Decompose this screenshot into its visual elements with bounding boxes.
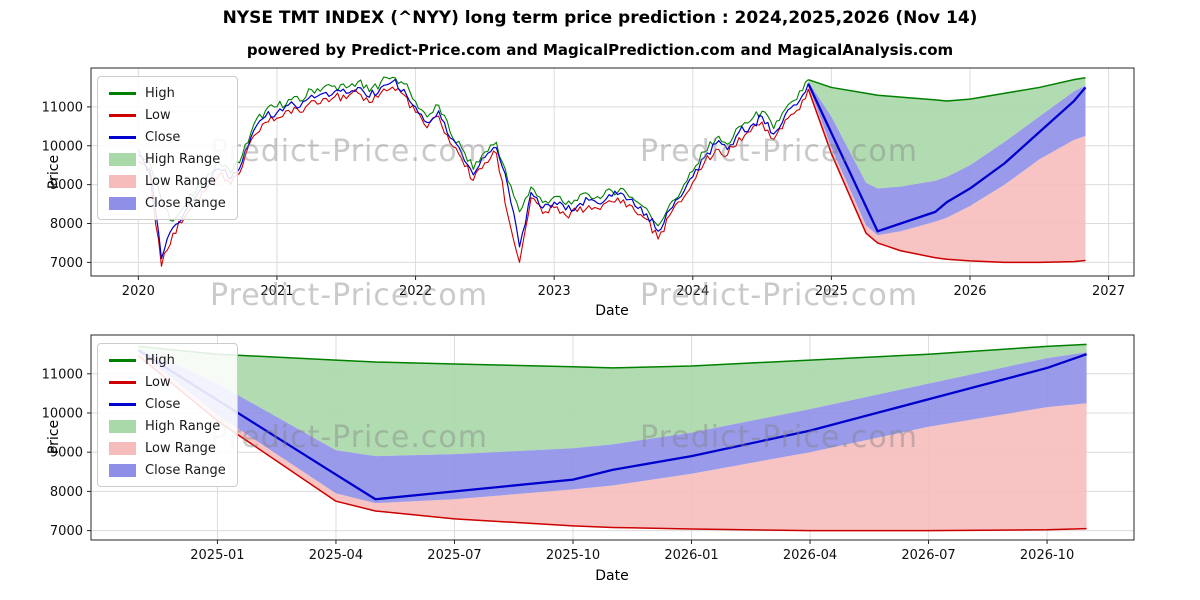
legend-label-close: Close — [145, 396, 181, 412]
y-tick-label: 7000 — [50, 524, 83, 539]
watermark-text: Predict-Price.com — [640, 420, 918, 455]
y-tick-label: 8000 — [50, 485, 83, 500]
y-tick-label: 9000 — [50, 178, 83, 193]
legend-label-high-range: High Range — [145, 418, 221, 434]
y-tick-label: 11000 — [42, 100, 83, 115]
low-range-swatch — [109, 174, 136, 188]
x-tick-label: 2025 — [815, 284, 848, 299]
x-tick-label: 2025-10 — [546, 548, 600, 563]
legend-label-low: Low — [145, 374, 171, 390]
legend-label-high: High — [145, 85, 175, 101]
legend-label-high: High — [145, 352, 175, 368]
legend-label-low-range: Low Range — [145, 173, 216, 189]
legend-item-low: Low — [109, 374, 226, 390]
page-subtitle: powered by Predict-Price.com and Magical… — [246, 41, 954, 59]
legend-label-low: Low — [145, 107, 171, 123]
legend-label-high-range: High Range — [145, 151, 221, 167]
bottom-chart: 7000 8000 9000 10000 11000 2025-01 2025-04 2025… — [42, 334, 1135, 563]
legend-item-high-range: High Range — [109, 418, 226, 434]
legend-item-close-range: Close Range — [109, 462, 226, 478]
watermark-text: Predict-Price.com — [210, 278, 488, 313]
low-line-swatch — [109, 380, 136, 384]
legend-label-low-range: Low Range — [145, 440, 216, 456]
y-tick-label: 10000 — [42, 407, 83, 422]
x-tick-label: 2025-04 — [309, 548, 363, 563]
high-range-swatch — [109, 419, 136, 433]
y-tick-label: 9000 — [50, 446, 83, 461]
x-tick-label: 2026-07 — [901, 548, 955, 563]
high-range-swatch — [109, 152, 136, 166]
y-tick-label: 11000 — [42, 367, 83, 382]
legend-item-close: Close — [109, 129, 226, 145]
legend-item-high: High — [109, 352, 226, 368]
x-tick-label: 2021 — [260, 284, 293, 299]
close-range-swatch — [109, 196, 136, 210]
x-tick-label: 2025-07 — [427, 548, 481, 563]
legend-item-low-range: Low Range — [109, 440, 226, 456]
x-tick-label: 2027 — [1092, 284, 1125, 299]
x-tick-label: 2026-10 — [1020, 548, 1074, 563]
x-tick-label: 2026 — [953, 284, 986, 299]
page-title: NYSE TMT INDEX (^NYY) long term price pr… — [222, 8, 978, 28]
watermark-text: Predict-Price.com — [640, 278, 918, 313]
x-tick-label: 2026-04 — [783, 548, 837, 563]
low-range-swatch — [109, 441, 136, 455]
x-tick-label: 2025-01 — [190, 548, 244, 563]
watermark-text: Predict-Price.com — [640, 134, 918, 169]
close-line-swatch — [109, 135, 136, 139]
top-chart-xlabel: Date — [595, 303, 629, 319]
legend-label-close-range: Close Range — [145, 462, 226, 478]
close-range-swatch — [109, 463, 136, 477]
x-tick-label: 2022 — [399, 284, 432, 299]
top-chart-legend: High Low Close High Range Low Range Clos… — [97, 76, 238, 220]
legend-item-close: Close — [109, 396, 226, 412]
y-tick-label: 10000 — [42, 139, 83, 154]
legend-item-close-range: Close Range — [109, 195, 226, 211]
x-tick-label: 2024 — [676, 284, 709, 299]
x-tick-label: 2020 — [122, 284, 155, 299]
high-line-swatch — [109, 91, 136, 95]
legend-item-high-range: High Range — [109, 151, 226, 167]
watermark-text: Predict-Price.com — [210, 134, 488, 169]
legend-label-close: Close — [145, 129, 181, 145]
legend-label-close-range: Close Range — [145, 195, 226, 211]
low-line-swatch — [109, 113, 136, 117]
legend-item-low-range: Low Range — [109, 173, 226, 189]
y-tick-label: 7000 — [50, 256, 83, 271]
bottom-chart-xlabel: Date — [595, 568, 629, 584]
top-chart: 7000 8000 9000 10000 11000 2020 2021 2022 2023 20… — [42, 67, 1135, 299]
legend-item-high: High — [109, 85, 226, 101]
top-chart-ylabel: Price — [46, 154, 62, 190]
legend-item-low: Low — [109, 107, 226, 123]
y-tick-label: 8000 — [50, 217, 83, 232]
bottom-chart-ylabel: Price — [46, 419, 62, 455]
watermark-text: Predict-Price.com — [210, 420, 488, 455]
bottom-chart-legend: High Low Close High Range Low Range Clos… — [97, 343, 238, 487]
high-line-swatch — [109, 358, 136, 362]
close-line-swatch — [109, 402, 136, 406]
x-tick-label: 2026-01 — [664, 548, 718, 563]
x-tick-label: 2023 — [538, 284, 571, 299]
